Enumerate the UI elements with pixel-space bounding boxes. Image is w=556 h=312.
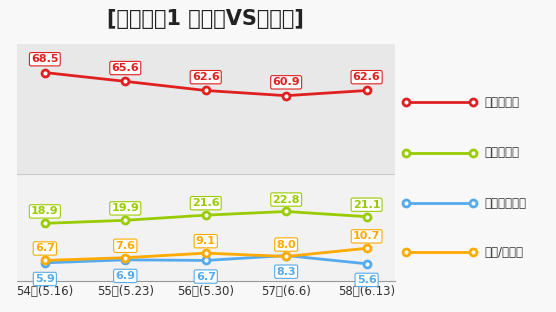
Text: 21.6: 21.6 [192,198,220,208]
Text: 6.7: 6.7 [35,243,55,253]
Text: 65.6: 65.6 [111,63,139,73]
Text: 62.6: 62.6 [353,72,380,82]
Text: 모름/무응답: 모름/무응답 [484,246,523,259]
Text: 62.6: 62.6 [192,72,220,82]
Text: 18.9: 18.9 [31,207,58,217]
Text: 8.0: 8.0 [276,240,296,250]
Text: 돌다지지인함: 돌다지지인함 [484,197,526,210]
Text: 손학규후보: 손학규후보 [484,146,519,159]
Text: 22.8: 22.8 [272,195,300,205]
Text: 9.1: 9.1 [196,236,216,246]
Text: 5.9: 5.9 [35,274,54,284]
Text: 21.1: 21.1 [353,200,380,210]
Bar [17,44,395,174]
Bar [17,174,395,281]
Text: 19.9: 19.9 [111,203,139,213]
Text: [가상대결1 이명박VS손학규]: [가상대결1 이명박VS손학규] [107,9,304,29]
Text: 7.6: 7.6 [115,241,135,251]
Text: 6.7: 6.7 [196,271,216,281]
Text: 6.9: 6.9 [115,271,135,281]
Text: 68.5: 68.5 [31,54,58,64]
Text: 8.3: 8.3 [276,267,296,277]
Text: 5.6: 5.6 [357,275,376,285]
Text: 60.9: 60.9 [272,77,300,87]
Text: 이명박후보: 이명박후보 [484,96,519,109]
Text: 10.7: 10.7 [353,231,380,241]
